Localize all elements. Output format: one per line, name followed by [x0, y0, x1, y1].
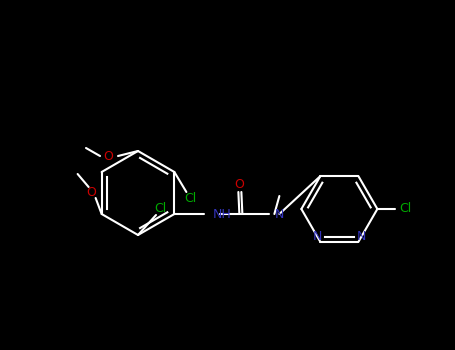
Text: O: O — [234, 177, 244, 190]
Text: O: O — [87, 186, 96, 198]
Text: Cl: Cl — [399, 203, 411, 216]
Text: N: N — [274, 209, 284, 222]
Text: N: N — [313, 230, 322, 243]
Text: N: N — [357, 230, 366, 243]
Text: Cl: Cl — [154, 202, 166, 215]
Text: NH: NH — [212, 209, 231, 222]
Text: O: O — [103, 149, 113, 162]
Text: Cl: Cl — [184, 193, 197, 205]
